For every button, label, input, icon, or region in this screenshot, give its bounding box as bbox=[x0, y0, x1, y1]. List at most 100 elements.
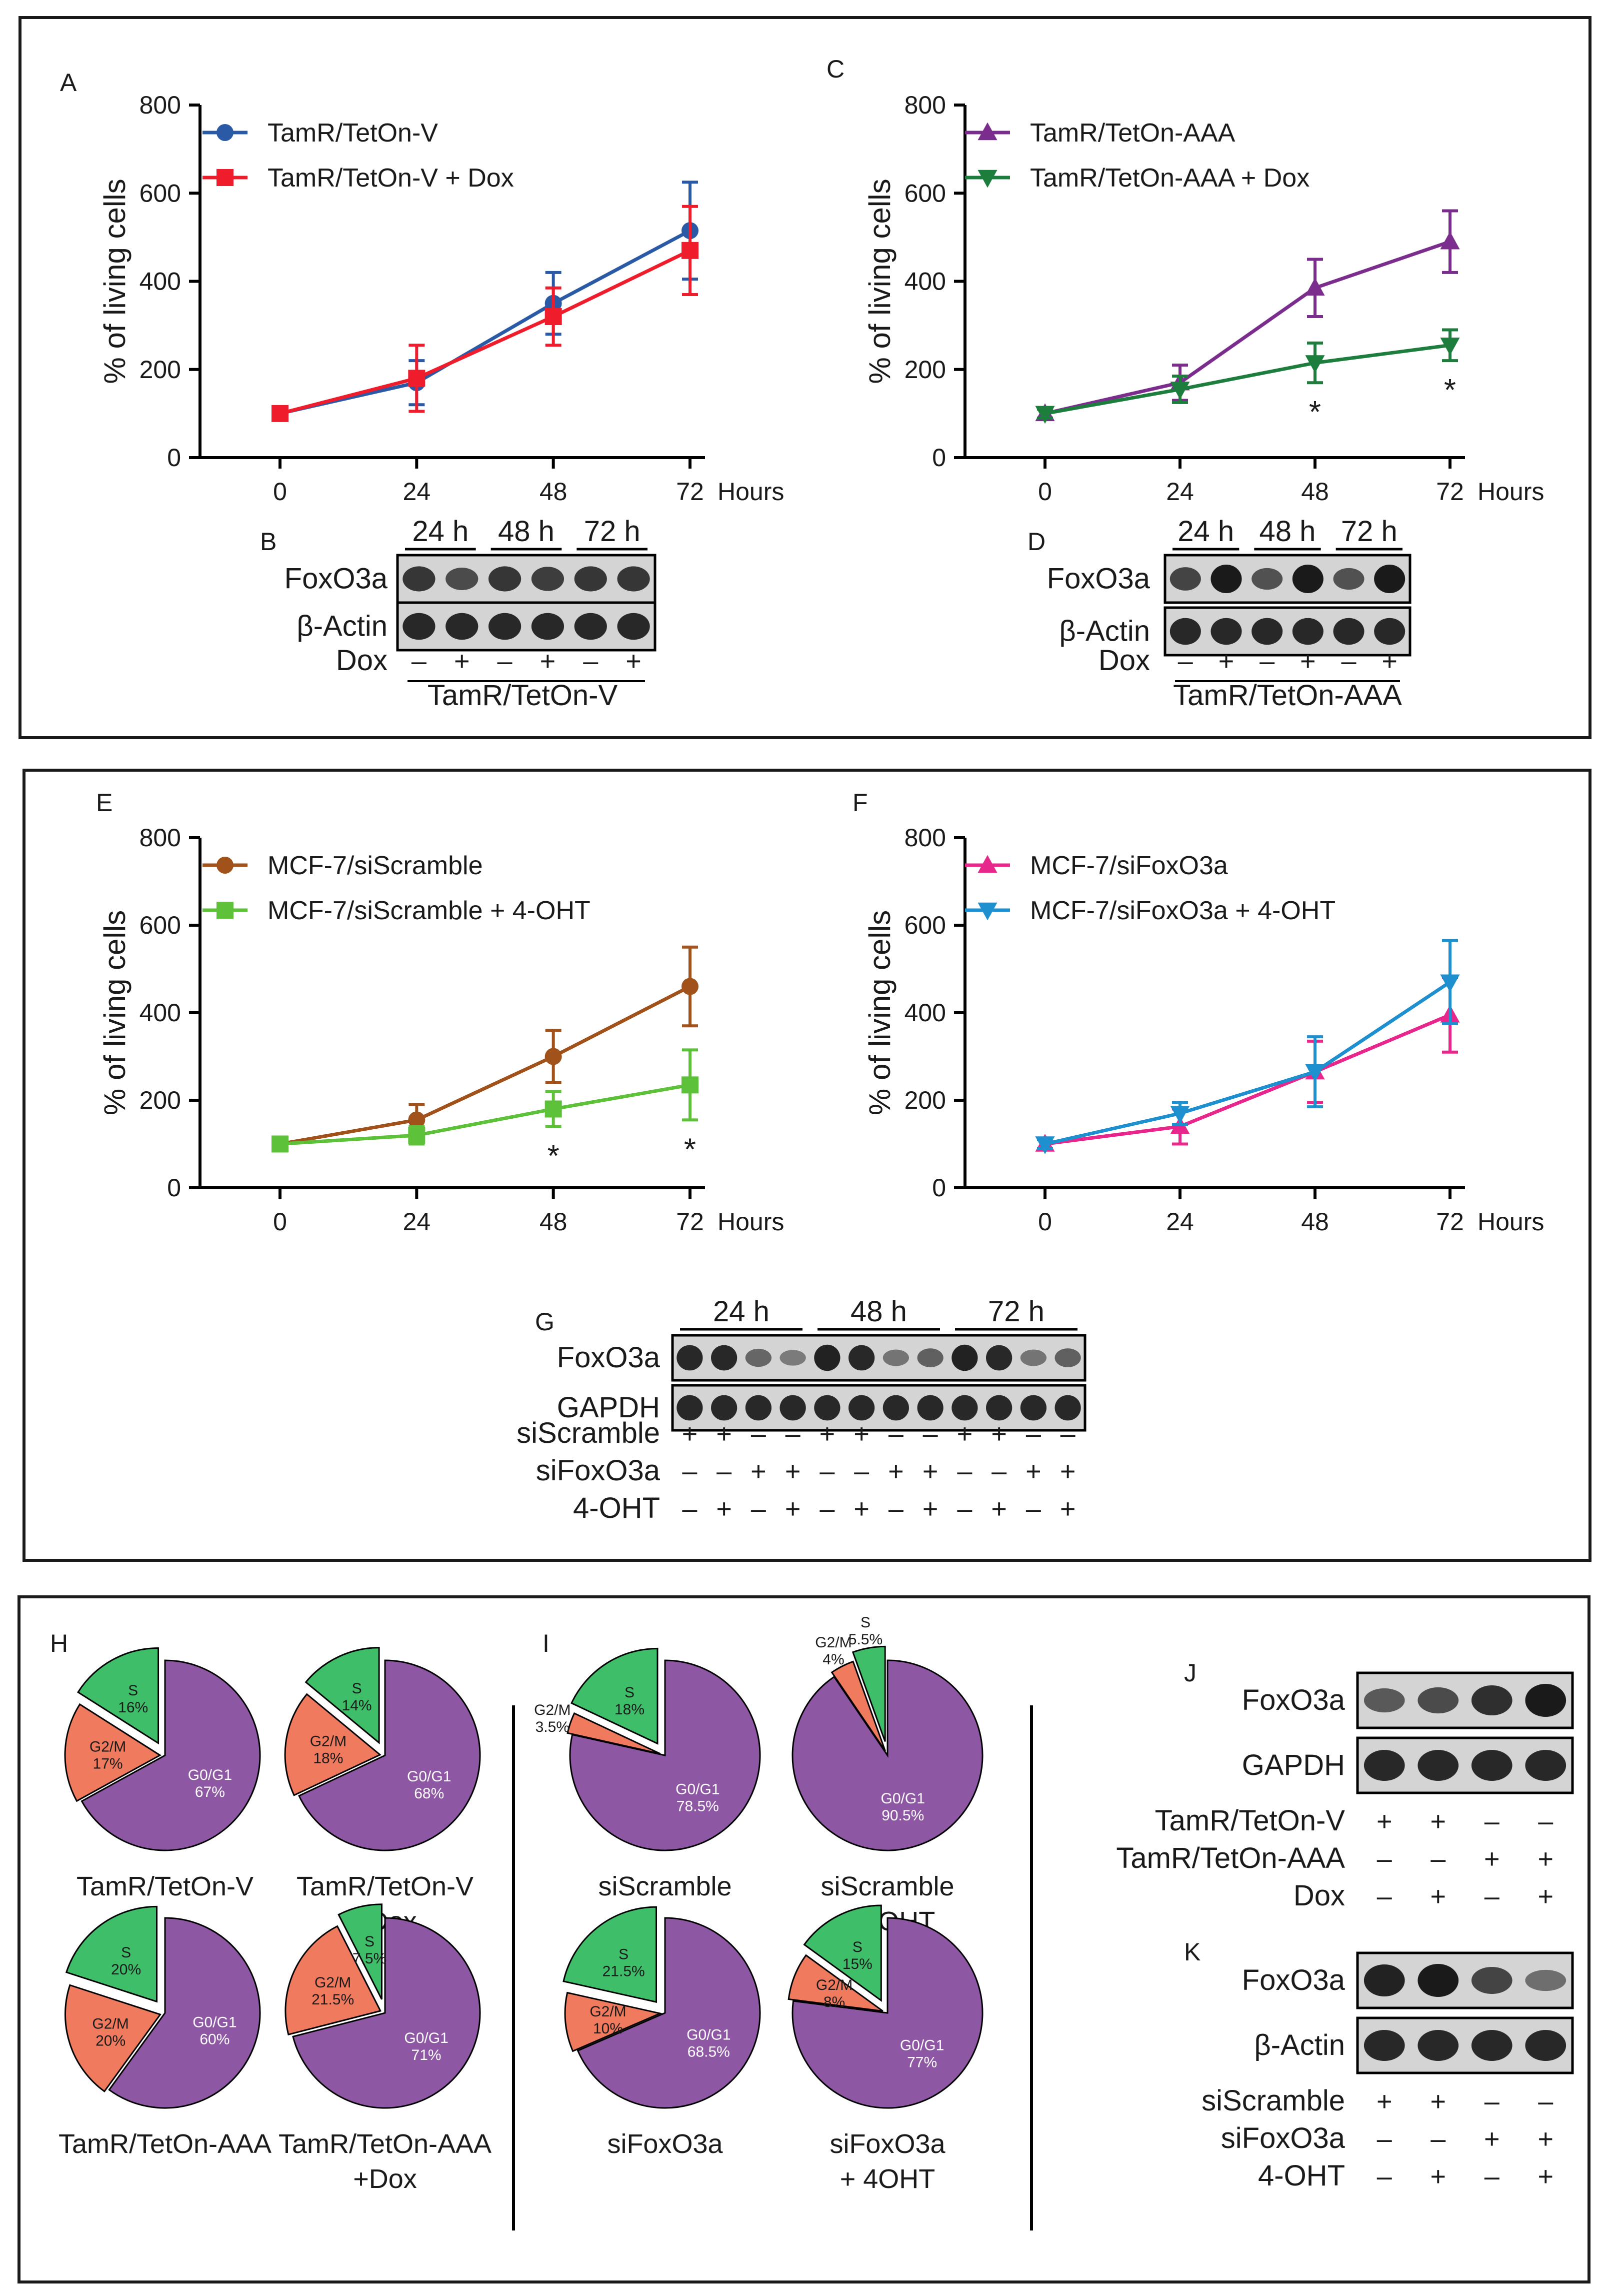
pie-slice bbox=[564, 1991, 662, 2052]
series-line bbox=[1044, 343, 1450, 416]
chart-a: A 0 200 400 600 800 0 24 48 72 Hours % of living ce… bbox=[60, 69, 784, 506]
condition-sign: + bbox=[682, 1419, 698, 1449]
slice-label: S bbox=[624, 1684, 634, 1701]
y-tick-label: 800 bbox=[140, 91, 181, 119]
blot-band bbox=[1170, 618, 1201, 645]
condition-sign: – bbox=[1484, 1881, 1500, 1911]
y-tick-label: 600 bbox=[904, 911, 946, 939]
marker-circle bbox=[682, 978, 698, 995]
slice-label: G0/G1 bbox=[192, 2014, 236, 2030]
y-tick-label: 800 bbox=[904, 91, 946, 119]
legend-label: TamR/TetOn-V + Dox bbox=[268, 164, 514, 193]
blot-band bbox=[780, 1395, 806, 1421]
blot-band bbox=[1210, 565, 1242, 593]
y-tick-label: 600 bbox=[140, 911, 181, 939]
pie-name: siScramble bbox=[820, 1871, 954, 1901]
condition-sign: + bbox=[1430, 2086, 1446, 2116]
marker-triangle-down bbox=[1440, 974, 1460, 993]
condition-sign: – bbox=[854, 1456, 869, 1486]
frame-middle bbox=[22, 769, 1592, 1562]
pie-charts: HG0/G167%G2/M17%S16%TamR/TetOn-VG0/G168%… bbox=[50, 1614, 984, 2194]
slice-label: S bbox=[364, 1933, 374, 1950]
y-tick-label: 0 bbox=[932, 1174, 946, 1202]
blot-band bbox=[1525, 1969, 1566, 1991]
slice-percent: 21.5% bbox=[602, 1963, 645, 1980]
blot-band bbox=[952, 1395, 978, 1421]
legend-label: MCF-7/siFoxO3a bbox=[1030, 851, 1228, 880]
panel-letter: H bbox=[50, 1629, 68, 1657]
slice-percent: 90.5% bbox=[882, 1807, 924, 1824]
marker-square bbox=[272, 1135, 288, 1153]
slice-label: G2/M bbox=[92, 2015, 128, 2032]
legend-label: TamR/TetOn-AAA bbox=[1030, 119, 1236, 148]
slice-percent: 3.5% bbox=[536, 1719, 570, 1735]
y-axis-label: % of living cells bbox=[863, 179, 896, 384]
marker-triangle-down bbox=[1305, 355, 1325, 373]
x-tick-label: 24 bbox=[403, 1208, 431, 1236]
condition-sign: + bbox=[820, 1419, 836, 1449]
pie-name: siScramble bbox=[598, 1871, 732, 1901]
blot-band bbox=[531, 613, 564, 640]
timepoint-label: 48 h bbox=[498, 515, 554, 548]
blot-strip bbox=[396, 601, 656, 652]
x-tick-label: 48 bbox=[1301, 478, 1329, 506]
blot-row-label: GAPDH bbox=[1242, 1749, 1345, 1781]
marker-triangle-down bbox=[1035, 406, 1055, 424]
blot-strip bbox=[671, 1334, 1086, 1382]
treatment-label: Dox bbox=[1098, 644, 1150, 677]
pie-name: TamR/TetOn-V bbox=[76, 1871, 254, 1901]
panel-letter: K bbox=[1184, 1938, 1200, 1966]
blot-band bbox=[1054, 1395, 1081, 1421]
marker-circle bbox=[216, 857, 234, 874]
condition-sign: – bbox=[751, 1419, 766, 1449]
pie-slice bbox=[338, 1903, 382, 2000]
slice-percent: 16% bbox=[118, 1699, 148, 1716]
blot-band bbox=[1252, 568, 1283, 590]
slice-label: S bbox=[352, 1680, 362, 1697]
marker-circle bbox=[408, 1111, 426, 1129]
blot-band bbox=[1364, 2029, 1405, 2061]
y-tick-label: 200 bbox=[904, 1086, 946, 1114]
pie-slice bbox=[566, 1712, 661, 1755]
marker-square bbox=[682, 242, 698, 259]
treatment-sign: – bbox=[1341, 646, 1356, 676]
condition-sign: – bbox=[1026, 1419, 1041, 1449]
condition-sign: + bbox=[1376, 1806, 1392, 1836]
slice-percent: 67% bbox=[195, 1784, 225, 1800]
slice-label: G2/M bbox=[90, 1738, 126, 1755]
slice-label: G2/M bbox=[816, 1977, 852, 1993]
y-tick-label: 600 bbox=[904, 179, 946, 207]
x-tick-label: 48 bbox=[540, 478, 568, 506]
marker-square bbox=[272, 405, 288, 422]
chart-e: E 0 200 400 600 800 0 24 48 72 Hours % of living ce… bbox=[96, 789, 784, 1236]
slice-label: G2/M bbox=[314, 1974, 351, 1991]
blot-strip bbox=[671, 1384, 1086, 1432]
marker-triangle-down bbox=[1035, 1136, 1055, 1154]
slice-percent: 71% bbox=[412, 2047, 442, 2063]
slice-label: G0/G1 bbox=[686, 2026, 730, 2043]
blot-band bbox=[402, 566, 436, 592]
significance-star: * bbox=[1444, 373, 1456, 408]
blot-row-label: β-Actin bbox=[296, 610, 388, 643]
series-line bbox=[280, 229, 691, 416]
pie-slice bbox=[64, 1984, 162, 2092]
panel-letter: C bbox=[826, 55, 844, 83]
blot-row-label: FoxO3a bbox=[1047, 563, 1150, 595]
condition-sign: + bbox=[854, 1494, 870, 1524]
chart-f: F 0 200 400 600 800 0 24 48 72 Hours % of living ce… bbox=[852, 789, 1544, 1236]
series-line bbox=[1044, 980, 1451, 1146]
x-axis-label: Hours bbox=[1478, 1208, 1544, 1236]
slice-percent: 8% bbox=[824, 1994, 845, 2010]
slice-percent: 68% bbox=[414, 1785, 444, 1802]
x-axis-label: Hours bbox=[718, 478, 784, 506]
pie-slice bbox=[576, 1917, 761, 2109]
slice-percent: 7.5% bbox=[352, 1950, 386, 1967]
slice-percent: 77% bbox=[907, 2054, 937, 2070]
blot-row-label: GAPDH bbox=[557, 1391, 660, 1424]
